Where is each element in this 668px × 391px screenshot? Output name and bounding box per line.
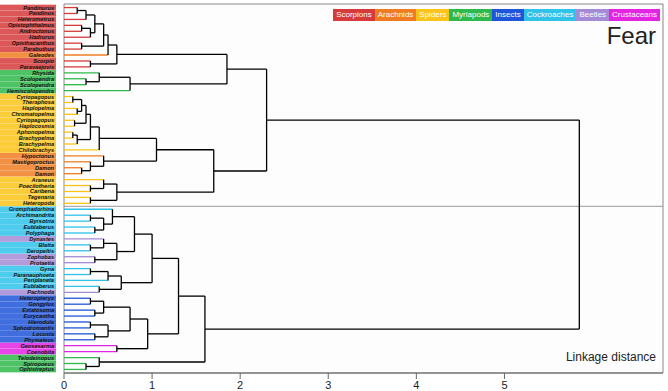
svg-text:Hierodula: Hierodula — [28, 319, 54, 325]
svg-text:Gyna: Gyna — [40, 265, 54, 272]
svg-text:Locusta: Locusta — [32, 330, 54, 337]
svg-text:Hemiscolopendra: Hemiscolopendra — [7, 87, 54, 94]
svg-text:Hypoctonus: Hypoctonus — [21, 152, 54, 159]
svg-text:Cyriopagopus: Cyriopagopus — [16, 93, 54, 100]
svg-text:Tegenaria: Tegenaria — [27, 194, 54, 201]
svg-text:Heteropoda: Heteropoda — [22, 200, 54, 207]
html-text:Spiders: Spiders — [419, 10, 447, 19]
svg-text:Sphodromantis: Sphodromantis — [13, 324, 54, 331]
svg-text:Dynastes: Dynastes — [29, 235, 54, 242]
svg-text:Zophobas: Zophobas — [27, 253, 54, 260]
svg-text:Eurycantha: Eurycantha — [23, 313, 54, 319]
html-text:Cockroaches: Cockroaches — [526, 10, 574, 19]
svg-text:Eublaberus: Eublaberus — [23, 224, 54, 231]
html-text:Fear: Fear — [606, 22, 656, 49]
svg-text:Periplaneta: Periplaneta — [23, 277, 54, 284]
svg-text:Deropeltis: Deropeltis — [26, 247, 54, 254]
svg-text:Phymateus: Phymateus — [24, 336, 54, 343]
svg-text:Parabuthus: Parabuthus — [23, 46, 54, 53]
svg-text:Rhysida: Rhysida — [32, 69, 54, 76]
svg-text:Cyriopagopus: Cyriopagopus — [16, 117, 54, 124]
svg-text:1: 1 — [149, 379, 155, 391]
svg-text:Haplocosmia: Haplocosmia — [19, 123, 54, 130]
svg-text:Scolopendra: Scolopendra — [20, 75, 54, 82]
html-text:Scorpions: Scorpions — [336, 10, 372, 19]
svg-text:Spiropoeus: Spiropoeus — [23, 360, 54, 367]
svg-text:Scorpio: Scorpio — [33, 58, 54, 64]
svg-text:Paravaejovis: Paravaejovis — [19, 63, 54, 70]
svg-text:Scolopendra: Scolopendra — [20, 81, 54, 88]
svg-text:Chromatopelma: Chromatopelma — [11, 111, 54, 118]
svg-text:Coenobita: Coenobita — [26, 348, 54, 355]
svg-text:Damon: Damon — [35, 170, 54, 177]
svg-text:Geosesarma: Geosesarma — [20, 342, 54, 349]
svg-text:Damon: Damon — [35, 164, 54, 171]
svg-text:Pachnoda: Pachnoda — [27, 289, 54, 296]
svg-text:Gromphadorhina: Gromphadorhina — [8, 206, 54, 213]
svg-text:Blatta: Blatta — [38, 241, 54, 248]
svg-text:Opistophthalmus: Opistophthalmus — [8, 22, 54, 29]
svg-text:4: 4 — [413, 379, 419, 391]
svg-text:Theraphosa: Theraphosa — [22, 99, 54, 106]
svg-text:Heterometrus: Heterometrus — [17, 16, 54, 23]
svg-text:Caribena: Caribena — [30, 188, 54, 195]
svg-text:Poecilotheria: Poecilotheria — [18, 182, 54, 189]
svg-text:Hadrurus: Hadrurus — [29, 34, 54, 41]
svg-text:Eublaberus: Eublaberus — [23, 283, 54, 290]
html-text:Linkage distance: Linkage distance — [565, 350, 656, 364]
svg-text:Araneus: Araneus — [31, 176, 54, 183]
svg-text:Pandinus: Pandinus — [28, 10, 54, 17]
svg-text:Polyphaga: Polyphaga — [25, 230, 54, 236]
svg-text:Gongylus: Gongylus — [28, 301, 54, 308]
html-text:Crustaceans: Crustaceans — [612, 10, 657, 19]
svg-text:2: 2 — [237, 379, 243, 391]
svg-text:Brachypelma: Brachypelma — [18, 135, 54, 142]
svg-text:3: 3 — [325, 379, 331, 391]
svg-text:Extatosoma: Extatosoma — [22, 307, 54, 314]
svg-text:Archimandrita: Archimandrita — [16, 212, 54, 219]
svg-text:Protaetia: Protaetia — [30, 259, 54, 266]
svg-text:Heteropteryx: Heteropteryx — [19, 295, 54, 302]
svg-text:Chilobrachys: Chilobrachys — [18, 146, 54, 153]
svg-text:Galeodes: Galeodes — [28, 52, 54, 58]
html-text:Beetles: Beetles — [579, 10, 607, 19]
svg-text:Brachypelma: Brachypelma — [18, 141, 54, 147]
html-text:Insects: Insects — [495, 10, 521, 19]
svg-text:Pandinurus: Pandinurus — [23, 4, 54, 11]
html-text:Arachnids: Arachnids — [377, 10, 414, 19]
svg-text:5: 5 — [501, 379, 507, 391]
html-text:Myriapods: Myriapods — [452, 10, 490, 19]
svg-text:Paranauphoeta: Paranauphoeta — [13, 271, 54, 278]
svg-text:Androctonus: Androctonus — [19, 28, 54, 35]
svg-text:Mastigoproctus: Mastigoproctus — [12, 158, 54, 165]
svg-text:Opisthacanthus: Opisthacanthus — [11, 40, 54, 47]
svg-text:Haplopelma: Haplopelma — [22, 105, 54, 112]
svg-text:Byrsotria: Byrsotria — [29, 218, 54, 225]
svg-text:Aphonopelma: Aphonopelma — [16, 129, 54, 136]
svg-text:0: 0 — [61, 379, 67, 391]
svg-text:Ophistreptus: Ophistreptus — [19, 366, 54, 372]
svg-text:Telodeinopus: Telodeinopus — [17, 354, 54, 361]
